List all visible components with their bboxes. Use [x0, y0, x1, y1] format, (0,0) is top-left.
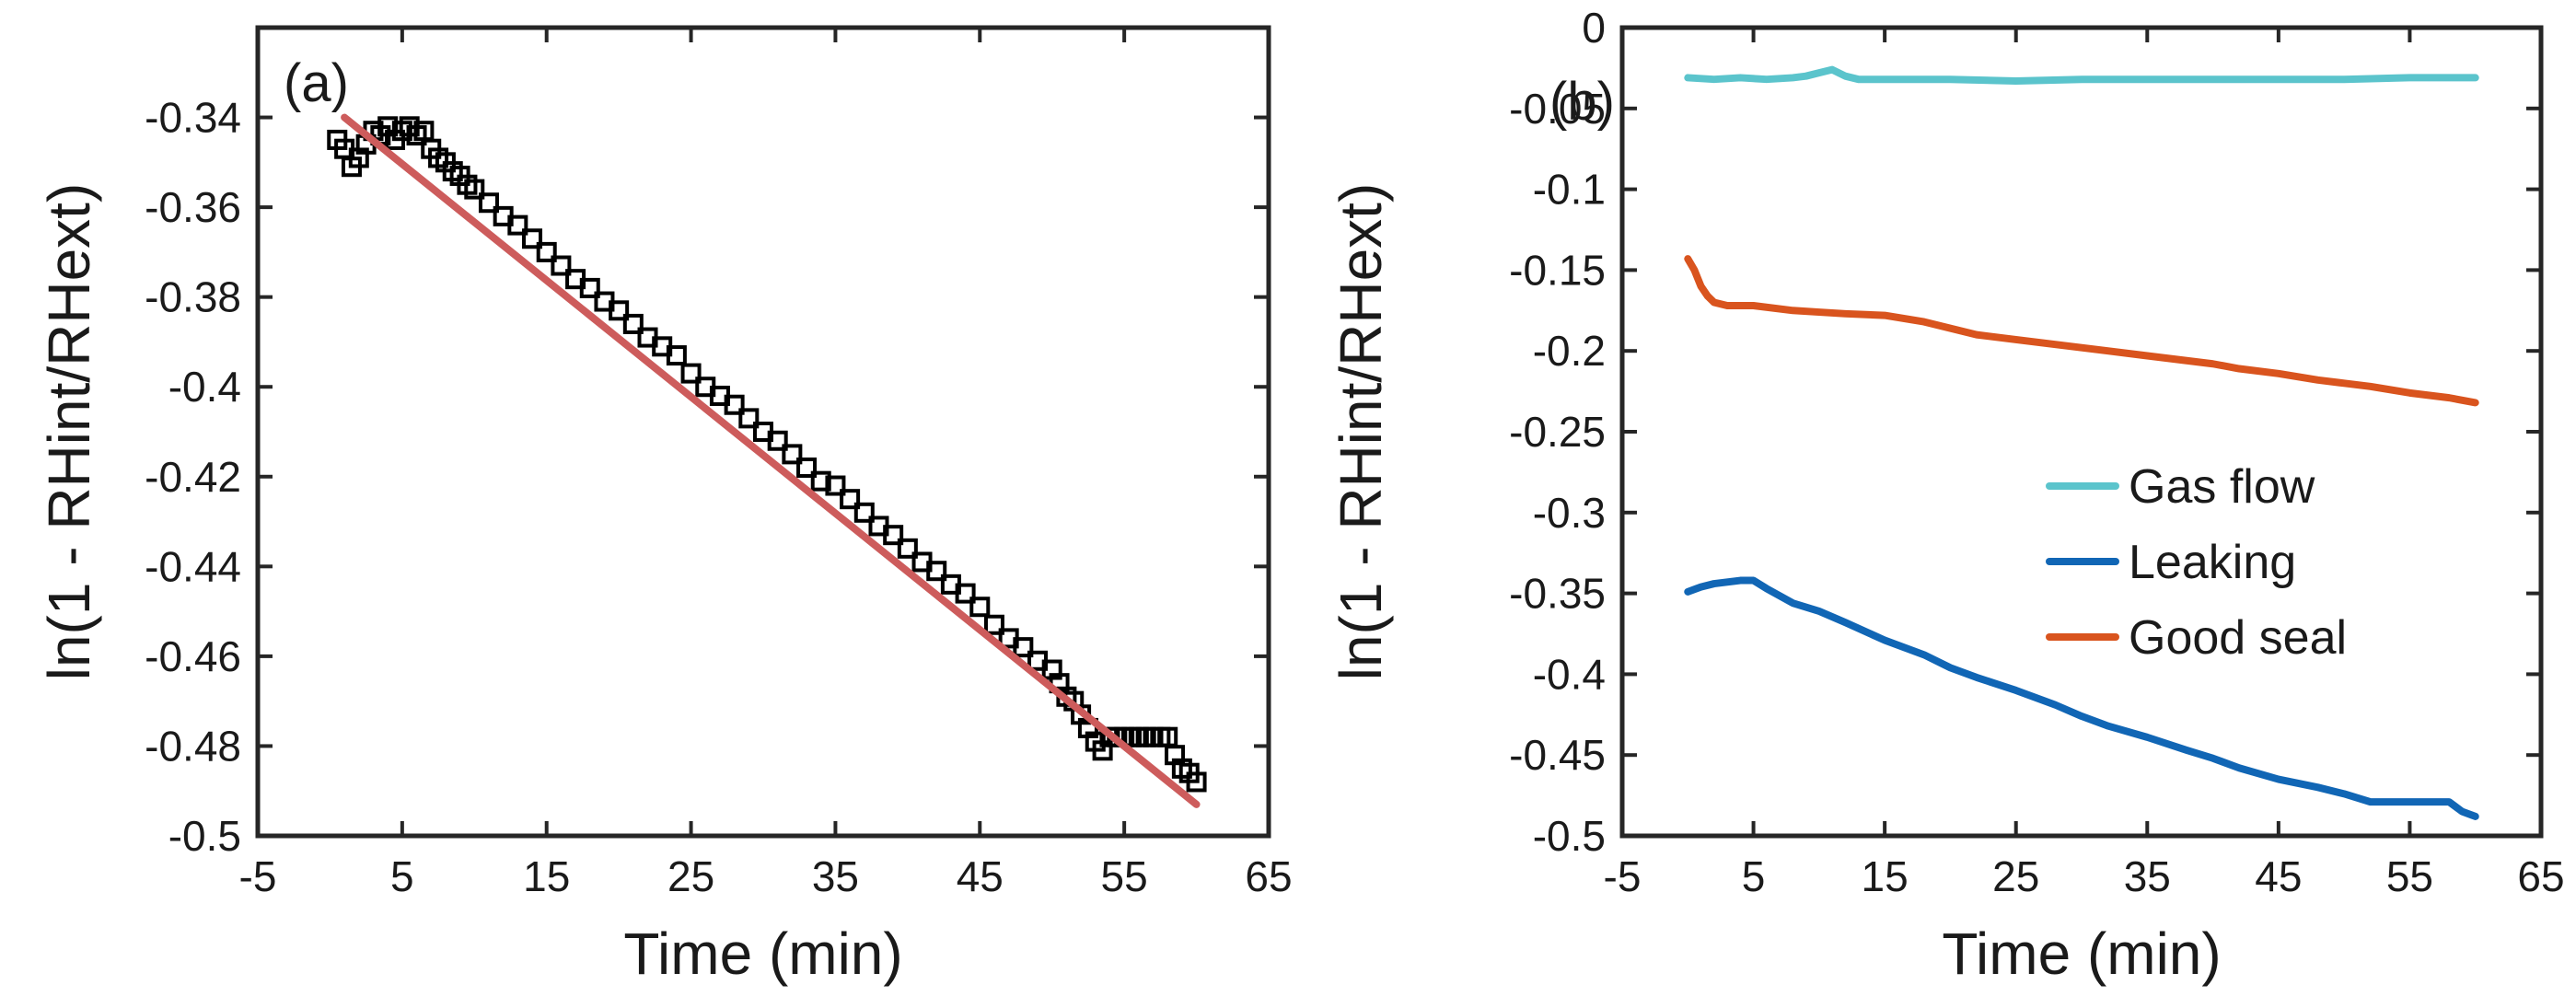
y-tick-label: -0.34: [145, 94, 241, 142]
y-tick-label: -0.15: [1509, 246, 1606, 294]
x-tick-label: 65: [1245, 852, 1292, 900]
y-tick-label: -0.48: [145, 722, 241, 770]
x-tick-label: 55: [2386, 852, 2433, 900]
data-point-square: [551, 255, 572, 276]
data-point-square: [810, 470, 831, 492]
x-axis-label: Time (min): [623, 921, 902, 987]
data-point-square: [840, 489, 861, 510]
y-tick-label: -0.38: [145, 273, 241, 321]
y-tick-label: -0.1: [1533, 166, 1606, 214]
x-tick-label: 15: [1862, 852, 1909, 900]
data-point-square: [1013, 637, 1034, 658]
x-tick-label: 35: [812, 852, 859, 900]
x-tick-label: 5: [390, 852, 414, 900]
y-tick-label: -0.5: [168, 812, 241, 860]
legend-label: Leaking: [2129, 536, 2296, 589]
y-tick-label: -0.5: [1533, 812, 1606, 860]
x-tick-label: 25: [1992, 852, 2039, 900]
x-tick-label: 55: [1101, 852, 1148, 900]
series-line-linear-fit: [341, 113, 1201, 808]
data-point-square: [507, 214, 528, 236]
y-axis-label: ln(1 - RHint/RHext): [1328, 183, 1394, 681]
y-tick-label: -0.25: [1509, 408, 1606, 456]
data-point-square: [1186, 771, 1207, 793]
y-tick-label: -0.42: [145, 453, 241, 501]
y-tick-label: -0.46: [145, 632, 241, 680]
panel-label: (b): [1549, 72, 1615, 132]
y-tick-label: -0.35: [1509, 570, 1606, 618]
data-point-square: [767, 430, 788, 451]
series-line-gas-flow: [1684, 65, 2479, 85]
y-tick-label: -0.44: [145, 542, 241, 590]
data-point-square: [738, 408, 760, 429]
x-tick-label: 5: [1742, 852, 1766, 900]
legend: Gas flow Leaking Good seal: [2046, 460, 2347, 665]
data-point-square: [680, 363, 702, 384]
y-axis-label: ln(1 - RHint/RHext): [36, 183, 102, 681]
data-point-square: [622, 313, 644, 334]
x-tick-label: 35: [2124, 852, 2171, 900]
panel-a-chart: -5 5 15 25 35 45 55 65 -0.34 -0.36 -0.38 -0.4 -0.42 -…: [36, 25, 1293, 987]
y-tick-label: -0.3: [1533, 489, 1606, 537]
data-point-square: [536, 241, 557, 262]
y-tick-label: -0.4: [168, 363, 241, 411]
data-point-square: [609, 300, 630, 321]
data-point-square: [969, 597, 991, 618]
axes-box: [255, 25, 1271, 839]
data-point-square: [926, 561, 947, 582]
data-point-square: [666, 345, 687, 366]
x-tick-label: -5: [239, 852, 277, 900]
data-point-square: [897, 538, 918, 559]
series-line-leaking: [1684, 576, 2479, 820]
plot-area: [327, 113, 1207, 808]
legend-label: Gas flow: [2129, 460, 2315, 514]
x-axis-label: Time (min): [1942, 921, 2221, 987]
x-tick-label: 65: [2517, 852, 2564, 900]
legend-label: Good seal: [2129, 611, 2347, 665]
data-point-square: [478, 192, 499, 214]
y-tick-label: -0.45: [1509, 731, 1606, 779]
plot-area: [1684, 65, 2479, 820]
panel-label: (a): [284, 53, 349, 113]
y-tick-label: -0.05: [1509, 85, 1606, 133]
axes-box: [1619, 25, 2544, 839]
data-point-square: [853, 502, 875, 523]
data-point-square: [955, 583, 976, 604]
y-tick-label: -0.36: [145, 183, 241, 231]
x-tick-label: 45: [2255, 852, 2302, 900]
data-point-square: [579, 277, 600, 298]
series-line-good-seal: [1684, 255, 2479, 407]
x-tick-label: -5: [1604, 852, 1642, 900]
data-point-square: [522, 228, 543, 249]
data-point-square: [825, 475, 846, 496]
data-point-square: [782, 444, 803, 465]
data-point-square: [983, 614, 1004, 635]
x-tick-label: 45: [957, 852, 1004, 900]
y-tick-label: -0.4: [1533, 650, 1606, 698]
data-point-square: [796, 458, 818, 479]
data-point-square: [883, 525, 904, 546]
y-tick-label: -0.2: [1533, 327, 1606, 375]
data-point-square: [724, 394, 745, 415]
data-point-square: [464, 179, 485, 200]
y-tick-label: 0: [1582, 4, 1606, 52]
x-tick-label: 15: [523, 852, 570, 900]
panel-b-chart: -5 5 15 25 35 45 55 65 0 -0.05 -0.1 -0.15 -0.2 -0.25 -…: [1328, 4, 2565, 987]
x-tick-label: 25: [667, 852, 714, 900]
